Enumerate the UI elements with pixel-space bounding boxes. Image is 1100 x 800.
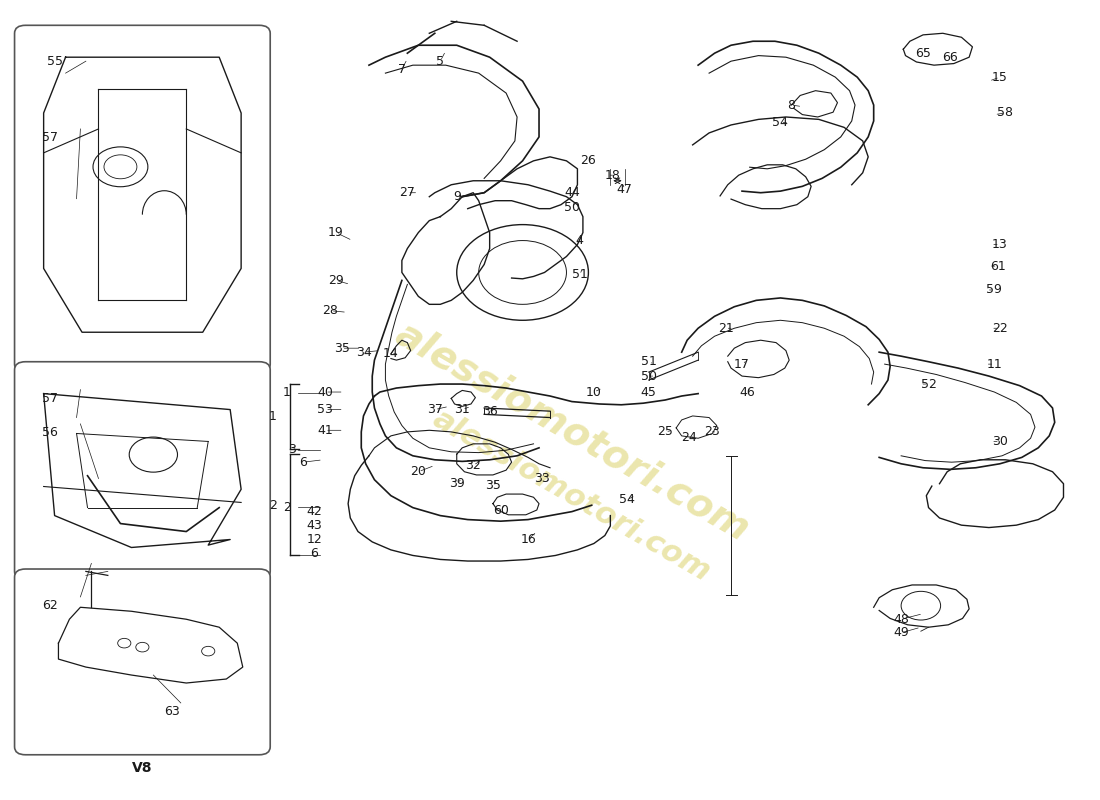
Text: 23: 23 bbox=[704, 426, 720, 438]
Text: 35: 35 bbox=[333, 342, 350, 354]
Text: 37: 37 bbox=[427, 403, 442, 416]
Text: 24: 24 bbox=[682, 431, 697, 444]
Text: 25: 25 bbox=[658, 426, 673, 438]
FancyBboxPatch shape bbox=[14, 362, 271, 579]
Text: 51: 51 bbox=[572, 268, 587, 282]
Text: 54: 54 bbox=[619, 493, 635, 506]
Text: 45: 45 bbox=[641, 386, 657, 398]
Text: 27: 27 bbox=[399, 186, 416, 199]
Text: 65: 65 bbox=[915, 46, 931, 60]
Text: 31: 31 bbox=[454, 403, 470, 416]
Text: 32: 32 bbox=[465, 459, 481, 472]
Text: 58: 58 bbox=[998, 106, 1013, 119]
Text: 66: 66 bbox=[943, 50, 958, 64]
Text: 26: 26 bbox=[581, 154, 596, 167]
Text: 50: 50 bbox=[640, 370, 657, 382]
Text: 28: 28 bbox=[322, 304, 339, 318]
Text: 21: 21 bbox=[717, 322, 734, 334]
Text: 63: 63 bbox=[164, 705, 180, 718]
Text: 15: 15 bbox=[992, 70, 1008, 84]
Text: 46: 46 bbox=[739, 386, 756, 398]
Text: 60: 60 bbox=[493, 503, 508, 517]
Text: 13: 13 bbox=[992, 238, 1008, 251]
Text: 36: 36 bbox=[482, 406, 497, 418]
Text: 39: 39 bbox=[449, 478, 464, 490]
Text: 62: 62 bbox=[42, 599, 57, 612]
Text: 57: 57 bbox=[42, 391, 58, 405]
Text: 42: 42 bbox=[306, 505, 322, 518]
Text: 61: 61 bbox=[990, 259, 1005, 273]
Text: 55: 55 bbox=[47, 55, 64, 68]
Text: 35: 35 bbox=[485, 479, 501, 492]
Text: 48: 48 bbox=[893, 613, 909, 626]
Text: 4: 4 bbox=[575, 234, 584, 247]
Text: 59: 59 bbox=[987, 283, 1002, 297]
Text: 19: 19 bbox=[328, 226, 344, 239]
Text: 2: 2 bbox=[283, 501, 290, 514]
Text: 6: 6 bbox=[310, 546, 318, 559]
FancyBboxPatch shape bbox=[14, 569, 271, 754]
Text: 18: 18 bbox=[605, 169, 620, 182]
Text: 20: 20 bbox=[410, 466, 427, 478]
Text: 8: 8 bbox=[788, 98, 795, 111]
Text: 1: 1 bbox=[283, 386, 290, 398]
Text: 1: 1 bbox=[268, 410, 277, 423]
Text: 14: 14 bbox=[383, 347, 399, 360]
Text: 7: 7 bbox=[398, 62, 406, 76]
Text: 16: 16 bbox=[520, 533, 536, 546]
Text: 54: 54 bbox=[772, 116, 789, 129]
FancyBboxPatch shape bbox=[14, 26, 271, 372]
Text: 53: 53 bbox=[317, 403, 333, 416]
Text: alessiomotori.com: alessiomotori.com bbox=[428, 404, 716, 587]
Text: 30: 30 bbox=[992, 435, 1008, 448]
Text: 9: 9 bbox=[453, 190, 461, 203]
Text: 12: 12 bbox=[306, 533, 322, 546]
Text: 5: 5 bbox=[437, 54, 444, 68]
Text: 2: 2 bbox=[268, 498, 277, 512]
Text: 33: 33 bbox=[535, 472, 550, 485]
Text: 29: 29 bbox=[328, 274, 344, 287]
Text: 22: 22 bbox=[992, 322, 1008, 334]
Text: 44: 44 bbox=[564, 186, 580, 199]
Text: 17: 17 bbox=[734, 358, 750, 370]
Text: V8: V8 bbox=[132, 761, 153, 775]
Text: alessiomotori.com: alessiomotori.com bbox=[388, 315, 756, 549]
Text: 3: 3 bbox=[288, 443, 296, 456]
Text: 41: 41 bbox=[317, 424, 333, 437]
Text: 56: 56 bbox=[42, 426, 58, 439]
Text: 47: 47 bbox=[617, 183, 632, 196]
Text: 51: 51 bbox=[641, 355, 657, 368]
Text: 11: 11 bbox=[987, 358, 1002, 370]
Text: 34: 34 bbox=[355, 346, 372, 358]
Text: 52: 52 bbox=[921, 378, 936, 390]
Text: 40: 40 bbox=[317, 386, 333, 398]
Text: 50: 50 bbox=[564, 201, 580, 214]
Text: 57: 57 bbox=[42, 131, 58, 144]
Text: 49: 49 bbox=[893, 626, 909, 639]
Text: 43: 43 bbox=[306, 519, 322, 533]
Text: 6: 6 bbox=[299, 456, 307, 469]
Text: 10: 10 bbox=[586, 386, 602, 398]
